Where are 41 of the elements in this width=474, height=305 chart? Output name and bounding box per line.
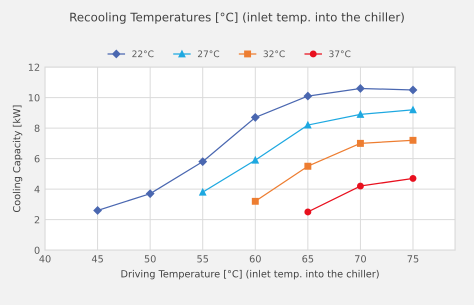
legend-label: 37°C [329, 50, 350, 58]
y-tick-label: 12 [28, 64, 40, 71]
x-tick-label: 75 [408, 255, 418, 262]
y-tick-label: 10 [28, 94, 40, 102]
x-tick-label: 40 [39, 255, 51, 262]
point [251, 113, 260, 122]
y-tick-label: 8 [34, 124, 40, 132]
point [304, 92, 312, 100]
point [304, 122, 312, 129]
point [356, 182, 364, 190]
x-tick-label: 45 [92, 255, 103, 262]
y-tick-label: 2 [34, 216, 40, 224]
point [408, 86, 418, 94]
point [410, 174, 416, 182]
y-tick-label: 0 [34, 246, 40, 254]
y-axis-title: Cooling Capacity [kW] [12, 105, 22, 212]
y-tick-label: 4 [34, 186, 40, 193]
point [93, 206, 102, 215]
point [410, 136, 416, 144]
x-axis-title: Driving Temperature [°C] (inlet temp. into the chiller) [121, 270, 379, 280]
x-tick-label: 70 [355, 255, 366, 262]
legend-label: 27°C [198, 50, 220, 58]
y-tick-label: 6 [34, 155, 40, 162]
x-tick-label: 60 [250, 255, 261, 262]
chart-title: Recooling Temperatures [°C] (inlet temp. into the chiller) [70, 12, 404, 24]
point [356, 110, 364, 118]
x-tick-label: 55 [197, 255, 208, 262]
legend-label: 32°C [264, 50, 285, 58]
point [146, 190, 154, 198]
x-tick-label: 65 [302, 255, 314, 262]
point [304, 162, 312, 170]
point [356, 140, 364, 147]
point [410, 106, 416, 114]
point [356, 84, 365, 93]
point [252, 156, 259, 164]
point [252, 198, 259, 205]
point [198, 158, 207, 166]
point [199, 188, 206, 196]
x-tick-label: 50 [144, 255, 156, 262]
legend-label: 22°C [132, 50, 154, 58]
point [304, 208, 312, 216]
